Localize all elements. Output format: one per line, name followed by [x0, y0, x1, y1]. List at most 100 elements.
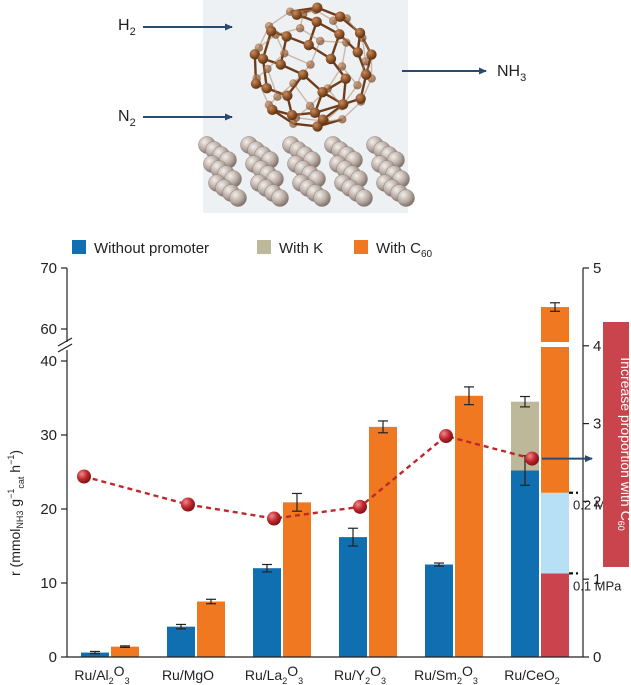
bar-without-promoter: [253, 568, 281, 657]
carbon-atom: [261, 83, 273, 94]
ru-atom: [271, 189, 289, 207]
increase-proportion-overlay: [77, 429, 593, 526]
carbon-atom: [334, 29, 345, 40]
axis-break-mark: [57, 337, 73, 347]
legend-label-with-k: With K: [279, 240, 323, 257]
ru-atom: [229, 189, 247, 207]
category-label: Ru/Y2O3: [334, 663, 386, 685]
right-tick-label: 3: [593, 416, 601, 433]
fullerene-bond: [268, 11, 291, 27]
axis-break-mark: [57, 343, 73, 353]
carbon-atom: [273, 92, 282, 101]
bar-with-c60-upper: [541, 307, 569, 342]
carbon-atom: [355, 93, 366, 104]
increase-proportion-point: [439, 429, 453, 444]
pressure-label: 0.1 MPa: [573, 578, 622, 593]
carbon-atom: [342, 38, 351, 47]
left-tick-label: 20: [40, 501, 57, 518]
carbon-atom: [340, 73, 351, 84]
category-label: Ru/Sm2O3: [414, 663, 478, 685]
bar-without-promoter: [511, 470, 539, 657]
left-tick-label: 40: [40, 353, 57, 370]
bar-with-c60: [541, 347, 569, 493]
increase-proportion-point: [525, 451, 539, 466]
category-label: Ru/CeO2: [504, 667, 560, 685]
nh3-label: NH3: [497, 63, 526, 84]
carbon-atom: [280, 49, 289, 58]
carbon-atom: [360, 69, 372, 80]
left-tick-label: 10: [40, 575, 57, 592]
carbon-atom: [286, 109, 298, 121]
left-tick-label: 30: [40, 427, 57, 444]
carbon-atom: [317, 114, 329, 125]
bar-without-promoter: [339, 537, 367, 657]
left-tick-label: 0: [49, 649, 57, 666]
ru-atom: [355, 189, 373, 207]
bar-with-c60: [111, 646, 139, 657]
carbon-atom: [249, 49, 261, 60]
increase-proportion-point: [353, 499, 367, 514]
bar-segment-0-1-mpa: [541, 573, 569, 657]
carbon-atom: [338, 115, 347, 124]
carbon-atom: [366, 49, 377, 60]
right-tick-label: 1: [593, 571, 601, 588]
ru-atom: [313, 189, 331, 207]
bar-with-c60: [197, 601, 225, 657]
carbon-atom: [316, 36, 325, 46]
fullerene-bond: [292, 83, 311, 107]
right-axis-ticks: 0 1 2 3 4 5: [583, 260, 601, 666]
c60-fullerene: [249, 2, 377, 132]
catalyst-schematic: H2 N2 NH3: [118, 0, 526, 213]
right-tick-label: 4: [593, 338, 601, 355]
increase-proportion-point: [181, 497, 195, 512]
category-labels: Ru/Al2O3 Ru/MgO Ru/La2O3 Ru/Y2O3 Ru/Sm2O3 Ru/…: [74, 663, 559, 685]
bar-without-promoter: [81, 652, 109, 657]
n2-label: N2: [118, 108, 136, 129]
ru-surface: [198, 136, 415, 207]
carbon-atom: [250, 78, 262, 89]
carbon-atom: [257, 53, 269, 64]
carbon-atom: [291, 9, 302, 20]
carbon-atom: [334, 11, 346, 22]
bar-without-promoter: [425, 564, 453, 657]
carbon-atom: [317, 86, 328, 98]
right-axis-title-box: [603, 322, 629, 567]
bar-without-promoter: [167, 626, 195, 657]
right-tick-label: 5: [593, 260, 601, 277]
carbon-atom: [289, 79, 298, 88]
carbon-atom: [306, 60, 315, 69]
carbon-atom: [289, 119, 298, 128]
legend-swatch-without-promoter: [72, 240, 86, 254]
fullerene-bond: [320, 40, 347, 44]
left-axis-ticks: 0 10 20 30 40 60 70: [40, 260, 67, 666]
right-tick-label: 0: [593, 649, 601, 666]
axes: [57, 268, 584, 658]
carbon-atom: [353, 81, 362, 90]
right-axis-title: Increase proportion with C60: [616, 357, 631, 530]
carbon-atom: [325, 53, 337, 65]
h2-label: H2: [118, 17, 136, 38]
increase-proportion-line: [83, 434, 533, 520]
bar-with-c60: [283, 502, 311, 657]
carbon-atom: [337, 62, 347, 71]
legend-swatch-with-c60: [354, 240, 368, 254]
carbon-atom: [281, 31, 292, 42]
carbon-atom: [305, 101, 315, 111]
bar-segment-0-2-mpa: [541, 492, 569, 574]
carbon-atom: [267, 104, 278, 116]
left-axis-title: r (mmolNH3 g−1cat h−1): [6, 450, 26, 576]
fullerene-bond: [327, 66, 343, 89]
carbon-atom: [354, 27, 366, 39]
fullerene-bond: [341, 101, 362, 120]
carbon-atom: [309, 107, 321, 119]
category-label: Ru/Al2O3: [74, 663, 129, 685]
left-tick-label: 70: [40, 260, 57, 277]
fullerene-bond: [266, 68, 279, 97]
right-tick-label: 2: [593, 493, 601, 510]
category-label: Ru/La2O3: [245, 663, 303, 685]
legend-label-with-c60: With C60: [376, 240, 433, 260]
carbon-atom: [297, 69, 309, 80]
